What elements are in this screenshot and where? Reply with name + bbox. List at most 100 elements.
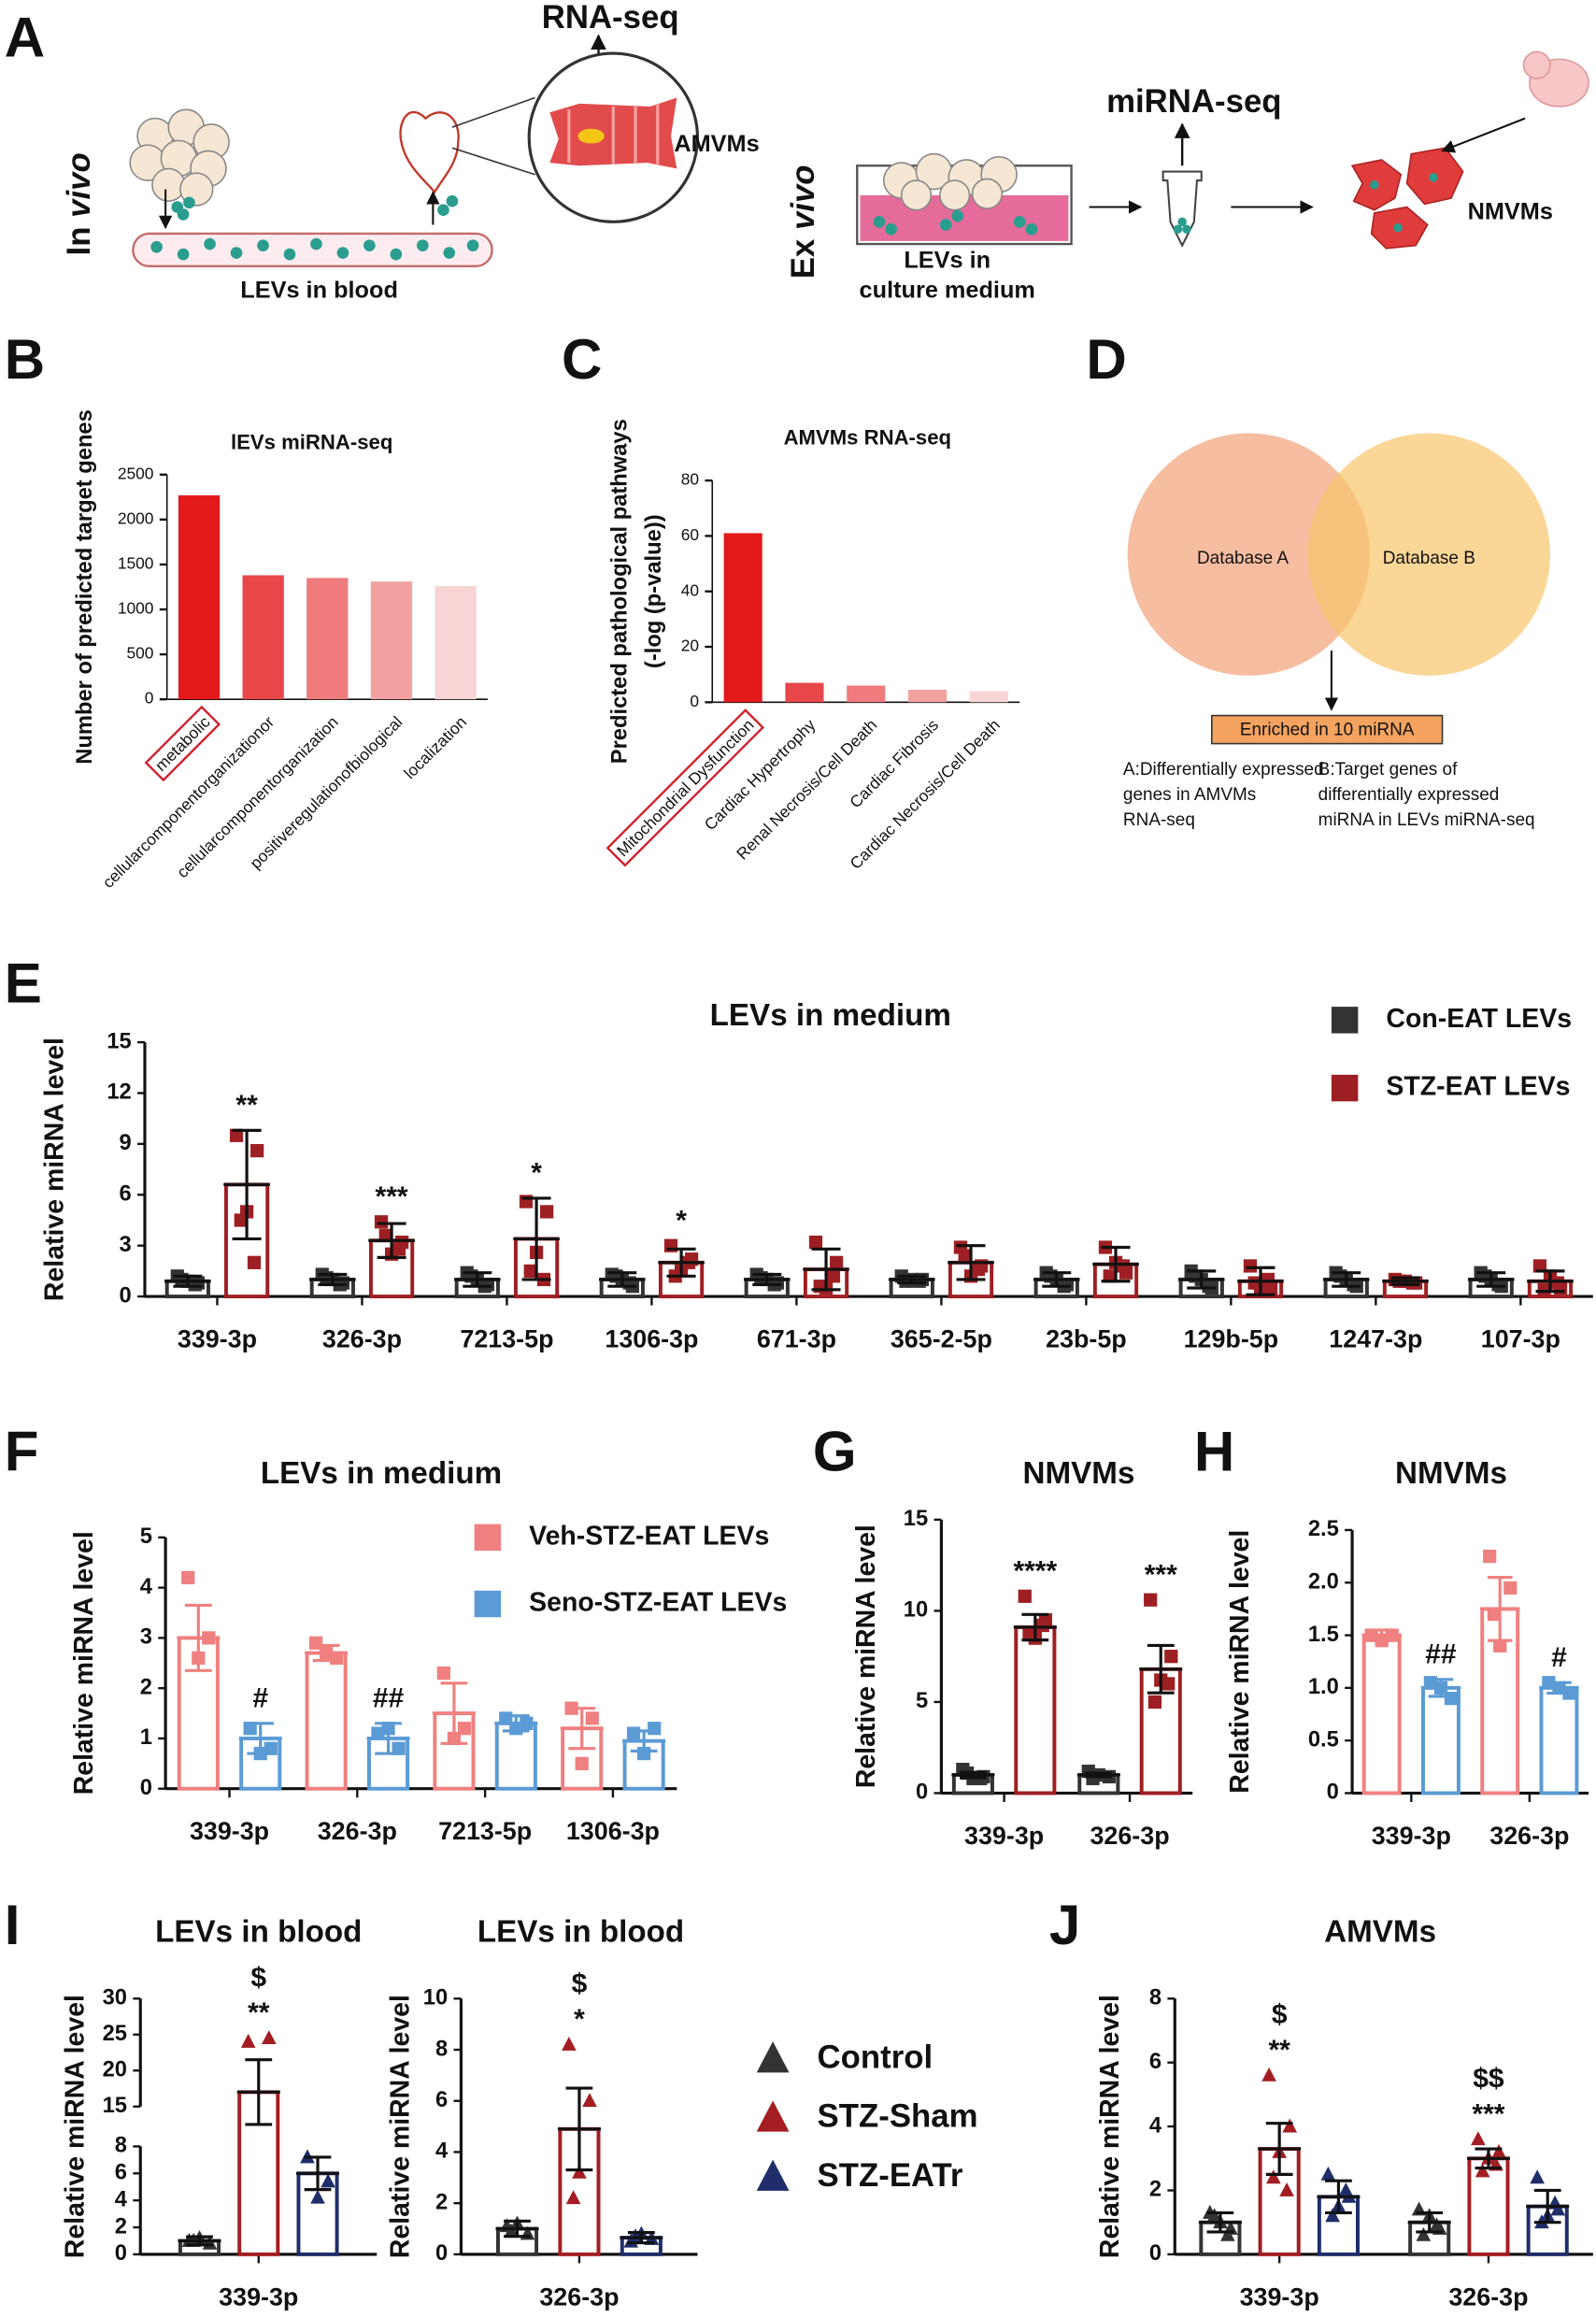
y-tick-label: 4 [1149, 2113, 1162, 2138]
vessel [132, 232, 493, 267]
data-point [575, 1756, 589, 1770]
panel-label: F [5, 1421, 39, 1483]
note: A:Differentially expressed [1123, 760, 1324, 780]
data-point [830, 1255, 844, 1269]
legend-label: Seno-STZ-EAT LEVs [529, 1588, 787, 1618]
panel-label: I [5, 1894, 21, 1956]
error-bar [658, 1247, 705, 1278]
data-point [1493, 1638, 1507, 1653]
error-bar [305, 1643, 349, 1663]
data-point [1018, 1589, 1032, 1603]
label: AMVMs [674, 131, 759, 157]
data-point [504, 2223, 520, 2238]
data-point [310, 2189, 325, 2204]
significance: $ [1272, 1999, 1288, 2030]
x-tick-label: 326-3p [318, 1817, 397, 1845]
data-point [392, 1242, 406, 1256]
data-point [1471, 2131, 1486, 2146]
significance: ** [248, 1997, 270, 2028]
bar [178, 494, 221, 700]
significance: ** [1268, 2035, 1290, 2066]
y-tick-label: 500 [126, 644, 153, 663]
y-tick-label: 80 [681, 470, 699, 489]
vesicles [150, 237, 479, 261]
y-tick-label: 8 [1149, 1986, 1161, 2010]
x-tick-label: 7213-5p [438, 1817, 532, 1845]
y-tick-label: 4 [140, 1575, 153, 1599]
error-bar [951, 1770, 995, 1780]
label: NMVMs [1468, 199, 1553, 225]
error-bar [1092, 1245, 1139, 1283]
y-tick-label: 4 [435, 2139, 449, 2164]
panel-label: C [562, 328, 602, 391]
diagram-d: Database A Database B Enriched in 10 miR… [1123, 433, 1550, 830]
panel-label: G [813, 1421, 857, 1483]
y-tick-label: 1.5 [1308, 1623, 1339, 1647]
bar [494, 1721, 537, 1791]
y-tick-label: 30 [103, 1986, 127, 2010]
y-tick-label: 15 [904, 1507, 928, 1531]
data-point [234, 1213, 248, 1227]
y-axis-label: Relative miRNA level [851, 1524, 881, 1788]
y-axis-label: Predicted pathological pathways [607, 419, 632, 764]
data-point [243, 1722, 257, 1736]
y-tick-label: 10 [904, 1598, 928, 1623]
data-point [826, 1269, 841, 1283]
data-point [1261, 2067, 1276, 2082]
legend-marker [1331, 1074, 1359, 1102]
error-bar [513, 1196, 560, 1281]
data-point [971, 1262, 986, 1277]
y-tick-label: 1 [140, 1725, 152, 1750]
data-point [1279, 2182, 1294, 2196]
chart-title: lEVs miRNA-seq [231, 430, 392, 453]
error-bar [1013, 1612, 1057, 1642]
highlight-box [606, 708, 765, 867]
legend-marker [1331, 1007, 1359, 1034]
error-bar [557, 2086, 601, 2172]
nucleus [577, 128, 605, 144]
data-point [378, 1228, 392, 1242]
significance: ## [1425, 1638, 1457, 1669]
legend-marker [474, 1590, 502, 1618]
data-point [1035, 1618, 1049, 1633]
error-bar [495, 2219, 539, 2239]
data-point [1320, 2166, 1336, 2181]
venn-b [1307, 433, 1550, 676]
data-point [240, 2033, 256, 2048]
error-bar [620, 2231, 663, 2245]
data-point [1282, 2118, 1298, 2133]
y-tick-label: 8 [115, 2134, 127, 2158]
y-tick-label: 25 [103, 2022, 127, 2046]
error-bar [178, 2235, 221, 2247]
bar [1014, 1624, 1057, 1796]
x-tick-label: 365-2-5p [891, 1325, 992, 1353]
venn-label: Database B [1383, 549, 1475, 568]
y-tick-label: 8 [435, 2037, 448, 2061]
significance: $ [250, 1962, 266, 1993]
y-axis-label: Number of predicted target genes [73, 409, 97, 765]
in: In [62, 227, 97, 256]
data-point [1550, 1276, 1564, 1290]
chart-title: NMVMs [1395, 1456, 1507, 1491]
data-point [262, 2030, 277, 2045]
data-point [572, 2164, 587, 2179]
error-bar [454, 1271, 501, 1288]
y-axis-label: Relative miRNA level [69, 1531, 99, 1795]
panel-label: D [1086, 328, 1126, 391]
y-tick-label: 0 [115, 2241, 127, 2266]
note: miRNA in LEVs miRNA-seq [1318, 810, 1535, 830]
bar [435, 586, 477, 700]
significance: ** [235, 1090, 258, 1121]
y-axis-label: Relative miRNA level [386, 1995, 416, 2258]
mouse-head [1522, 50, 1551, 79]
chart-title: LEVs in medium [261, 1456, 502, 1491]
data-point [1247, 1276, 1261, 1290]
y-tick-label: 9 [120, 1131, 132, 1155]
significance: # [1551, 1642, 1567, 1673]
cells [882, 152, 1018, 211]
error-bar [1198, 2211, 1242, 2234]
data-point [229, 1128, 244, 1142]
x-tick-label: 23b-5p [1046, 1325, 1127, 1353]
error-bar [1466, 2147, 1510, 2170]
data-point [457, 1722, 472, 1736]
